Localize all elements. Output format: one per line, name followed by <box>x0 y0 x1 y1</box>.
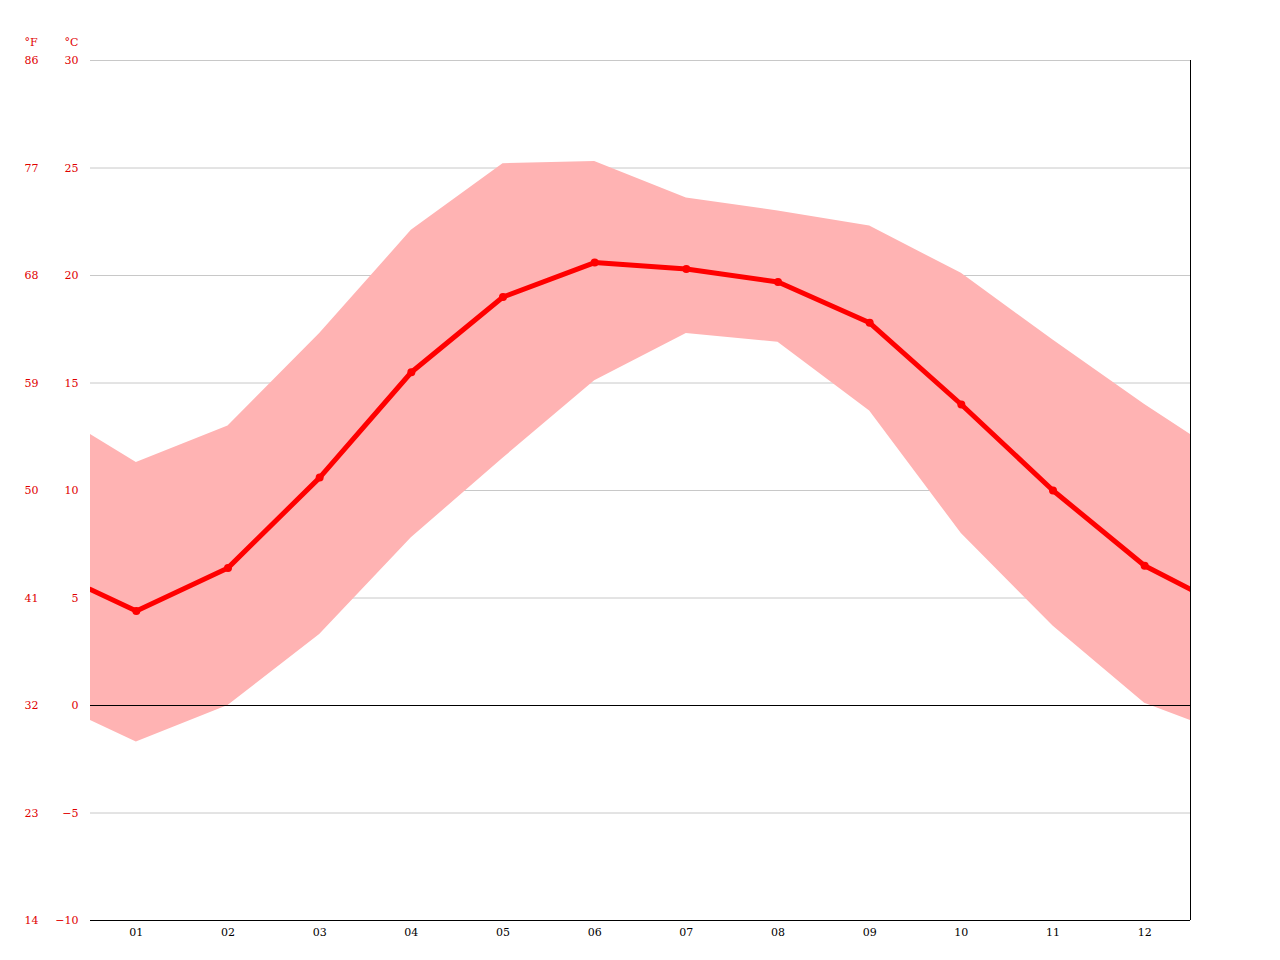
svg-text:03: 03 <box>313 926 327 939</box>
svg-text:05: 05 <box>496 926 510 939</box>
svg-text:10: 10 <box>954 926 968 939</box>
svg-text:12: 12 <box>1138 926 1152 939</box>
svg-text:25: 25 <box>65 162 79 175</box>
svg-text:°C: °C <box>65 36 79 49</box>
svg-text:86: 86 <box>25 54 39 67</box>
svg-text:0: 0 <box>72 699 79 712</box>
svg-text:04: 04 <box>404 926 418 939</box>
svg-text:20: 20 <box>65 269 79 282</box>
svg-text:11: 11 <box>1046 926 1060 939</box>
svg-text:32: 32 <box>25 699 39 712</box>
svg-text:−10: −10 <box>55 914 78 927</box>
svg-text:30: 30 <box>65 54 79 67</box>
svg-text:41: 41 <box>25 592 39 605</box>
svg-text:68: 68 <box>25 269 39 282</box>
svg-text:07: 07 <box>679 926 693 939</box>
svg-text:−5: −5 <box>62 807 78 820</box>
svg-text:08: 08 <box>771 926 785 939</box>
svg-text:02: 02 <box>221 926 235 939</box>
svg-text:14: 14 <box>25 914 39 927</box>
svg-text:23: 23 <box>25 807 39 820</box>
svg-text:06: 06 <box>588 926 602 939</box>
svg-text:10: 10 <box>65 484 79 497</box>
svg-text:09: 09 <box>863 926 877 939</box>
svg-text:77: 77 <box>25 162 39 175</box>
svg-text:01: 01 <box>129 926 143 939</box>
svg-text:5: 5 <box>72 592 79 605</box>
svg-text:59: 59 <box>25 377 39 390</box>
svg-text:50: 50 <box>25 484 39 497</box>
svg-text:15: 15 <box>65 377 79 390</box>
svg-text:°F: °F <box>25 36 39 49</box>
